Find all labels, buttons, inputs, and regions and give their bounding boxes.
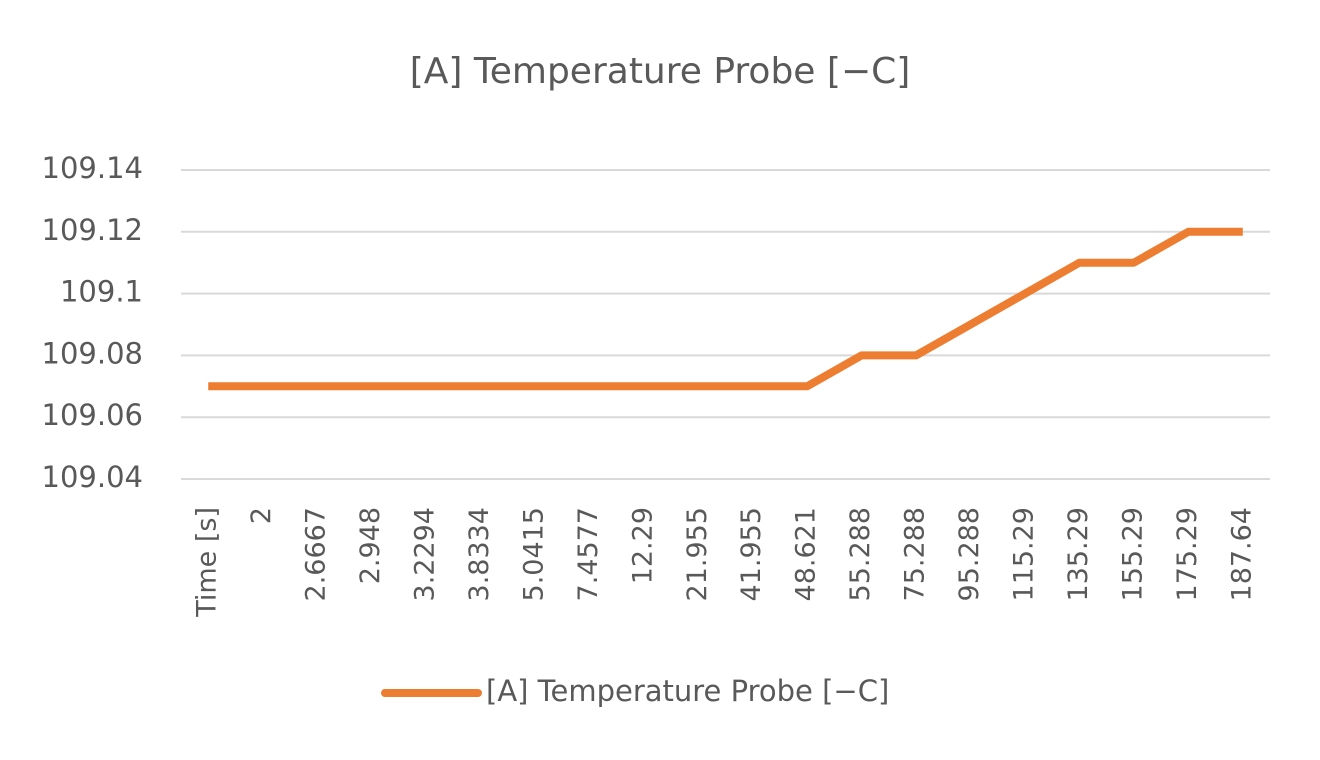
x-tick-label: 115.29 bbox=[1008, 507, 1039, 601]
x-tick-label: 7.4577 bbox=[573, 507, 604, 601]
x-tick-label: 3.2294 bbox=[410, 507, 441, 601]
x-tick-label: 48.621 bbox=[791, 507, 822, 601]
x-tick-label: 75.288 bbox=[900, 507, 931, 601]
x-tick-label: 2.6667 bbox=[301, 507, 332, 601]
data-line bbox=[208, 227, 1243, 391]
x-tick-label: 12.29 bbox=[627, 507, 658, 584]
y-tick-label: 109.08 bbox=[42, 336, 143, 370]
x-tick-label: 2 bbox=[246, 507, 277, 524]
y-tick-label: 109.1 bbox=[60, 275, 143, 309]
x-tick-label: 21.955 bbox=[682, 507, 713, 601]
x-tick-label: 155.29 bbox=[1117, 507, 1148, 601]
x-tick-label: 135.29 bbox=[1063, 507, 1094, 601]
x-tick-label: 95.288 bbox=[954, 507, 985, 601]
x-tick-label: 55.288 bbox=[845, 507, 876, 601]
x-tick-label: 41.955 bbox=[736, 507, 767, 601]
x-tick-label: 2.948 bbox=[355, 507, 386, 584]
x-tick-label: 187.64 bbox=[1226, 507, 1257, 601]
y-tick-label: 109.12 bbox=[42, 213, 143, 247]
y-tick-label: 109.06 bbox=[42, 398, 143, 432]
legend-label: [A] Temperature Probe [−C] bbox=[486, 674, 889, 708]
x-tick-label: 3.8334 bbox=[464, 507, 495, 601]
chart-title: [A] Temperature Probe [−C] bbox=[410, 51, 911, 92]
x-tick-label: 175.29 bbox=[1172, 507, 1203, 601]
y-tick-label: 109.14 bbox=[42, 151, 143, 185]
y-tick-label: 109.04 bbox=[42, 460, 143, 494]
x-tick-label: 5.0415 bbox=[518, 507, 549, 601]
x-tick-label: Time [s] bbox=[192, 507, 223, 618]
